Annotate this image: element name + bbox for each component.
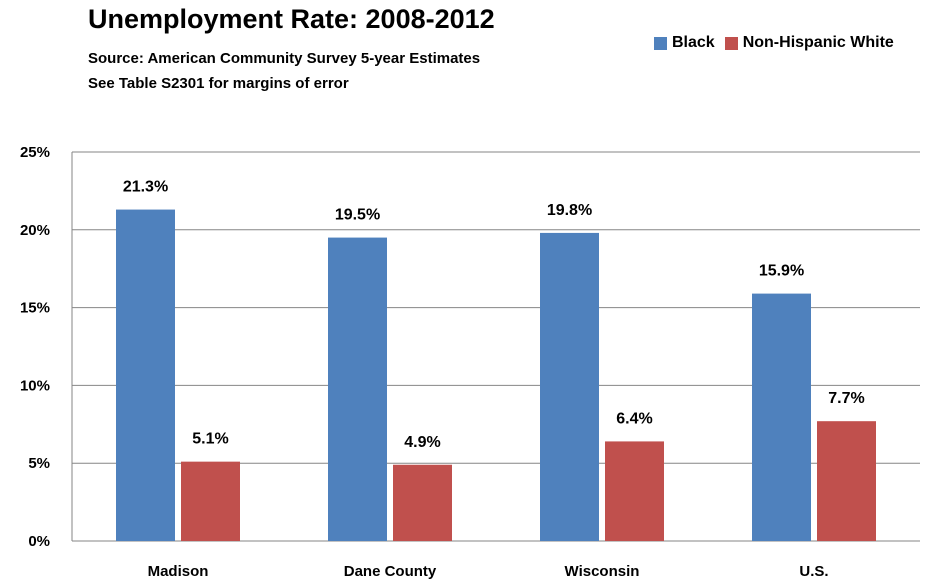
y-tick-label: 25% [20, 144, 50, 161]
x-tick-label: Madison [148, 563, 209, 580]
data-label: 19.8% [547, 202, 592, 219]
bar-black [540, 232, 599, 542]
y-tick-label: 0% [28, 533, 50, 550]
legend-item-black: Black [654, 34, 715, 52]
bar-white [817, 421, 876, 541]
y-tick-label: 20% [20, 222, 50, 239]
data-label: 5.1% [192, 431, 228, 448]
x-tick-label: Wisconsin [565, 563, 640, 580]
bar-black [116, 209, 175, 541]
legend-swatch-white [724, 36, 738, 50]
legend-label-white: Non-Hispanic White [742, 34, 894, 51]
chart-title: Unemployment Rate: 2008-2012 [88, 4, 495, 34]
data-label: 19.5% [335, 207, 380, 224]
bar-black [752, 293, 811, 541]
y-tick-label: 5% [28, 455, 50, 472]
data-label: 15.9% [759, 263, 804, 280]
data-label: 4.9% [404, 434, 440, 451]
x-tick-label: Dane County [344, 563, 437, 580]
legend-label-black: Black [672, 34, 715, 51]
legend: Black Non-Hispanic White [654, 34, 904, 52]
data-label: 7.7% [828, 390, 864, 407]
data-label: 6.4% [616, 410, 652, 427]
bar-white [393, 464, 452, 541]
data-label: 21.3% [123, 179, 168, 196]
bar-white [605, 441, 664, 541]
y-tick-label: 15% [20, 300, 50, 317]
legend-swatch-black [654, 36, 667, 50]
bar-black [328, 237, 387, 541]
y-tick-label: 10% [20, 377, 50, 394]
chart-subtitle-note: See Table S2301 for margins of error [88, 75, 349, 92]
x-tick-label: U.S. [799, 563, 828, 580]
legend-item-white: Non-Hispanic White [724, 34, 894, 52]
chart-subtitle-source: Source: American Community Survey 5-year… [88, 50, 481, 67]
bar-white [181, 461, 240, 541]
